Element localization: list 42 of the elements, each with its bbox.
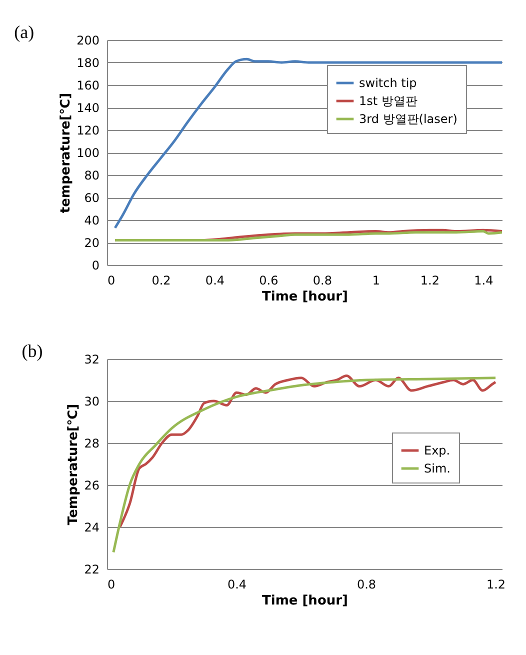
y-tick-label: 40 [84, 214, 100, 228]
legend-label: 3rd 방열판(laser) [359, 112, 458, 126]
y-tick-label: 60 [84, 191, 100, 205]
y-tick-label: 140 [76, 101, 100, 115]
x-tick-label: 1.2 [486, 578, 506, 592]
y-tick-label: 26 [84, 478, 100, 492]
y-tick-label: 22 [84, 562, 100, 576]
x-tick-label: 0.4 [227, 578, 247, 592]
chart-title: (a) [14, 22, 34, 42]
x-tick-label: 0.2 [152, 274, 171, 288]
legend-label: Sim. [424, 462, 450, 476]
x-tick-label: 0 [108, 274, 116, 288]
x-axis-title: Time [hour] [262, 594, 348, 608]
x-tick-label: 0.8 [356, 578, 376, 592]
legend-label: Exp. [424, 444, 450, 458]
x-tick-label: 1 [372, 274, 380, 288]
x-tick-label: 1.2 [420, 274, 440, 288]
y-tick-label: 20 [84, 236, 100, 250]
y-tick-label: 80 [84, 168, 100, 182]
y-tick-label: 30 [84, 394, 100, 408]
y-tick-label: 180 [76, 56, 100, 70]
y-tick-label: 28 [84, 436, 100, 450]
x-tick-label: 0.6 [259, 274, 278, 288]
y-tick-label: 24 [84, 520, 100, 534]
x-tick-label: 0.8 [312, 274, 332, 288]
line-series [114, 58, 502, 230]
y-axis-title: Temperature[℃] [66, 404, 82, 526]
y-tick-label: 120 [76, 124, 100, 138]
y-tick-label: 0 [92, 258, 100, 272]
y-tick-label: 200 [76, 34, 100, 48]
x-axis-title: Time [hour] [262, 290, 348, 304]
x-tick-label: 0.4 [205, 274, 225, 288]
y-axis-title: temperature[℃] [58, 92, 74, 214]
y-tick-label: 32 [84, 352, 100, 366]
legend-label: 1st 방열판 [359, 94, 418, 108]
line-series [112, 376, 497, 554]
x-tick-label: 0 [108, 578, 116, 592]
y-tick-label: 160 [76, 78, 100, 92]
chart-title: (b) [22, 341, 43, 361]
x-tick-label: 1.4 [474, 274, 494, 288]
y-tick-label: 100 [76, 146, 100, 160]
legend-label: switch tip [359, 76, 417, 90]
